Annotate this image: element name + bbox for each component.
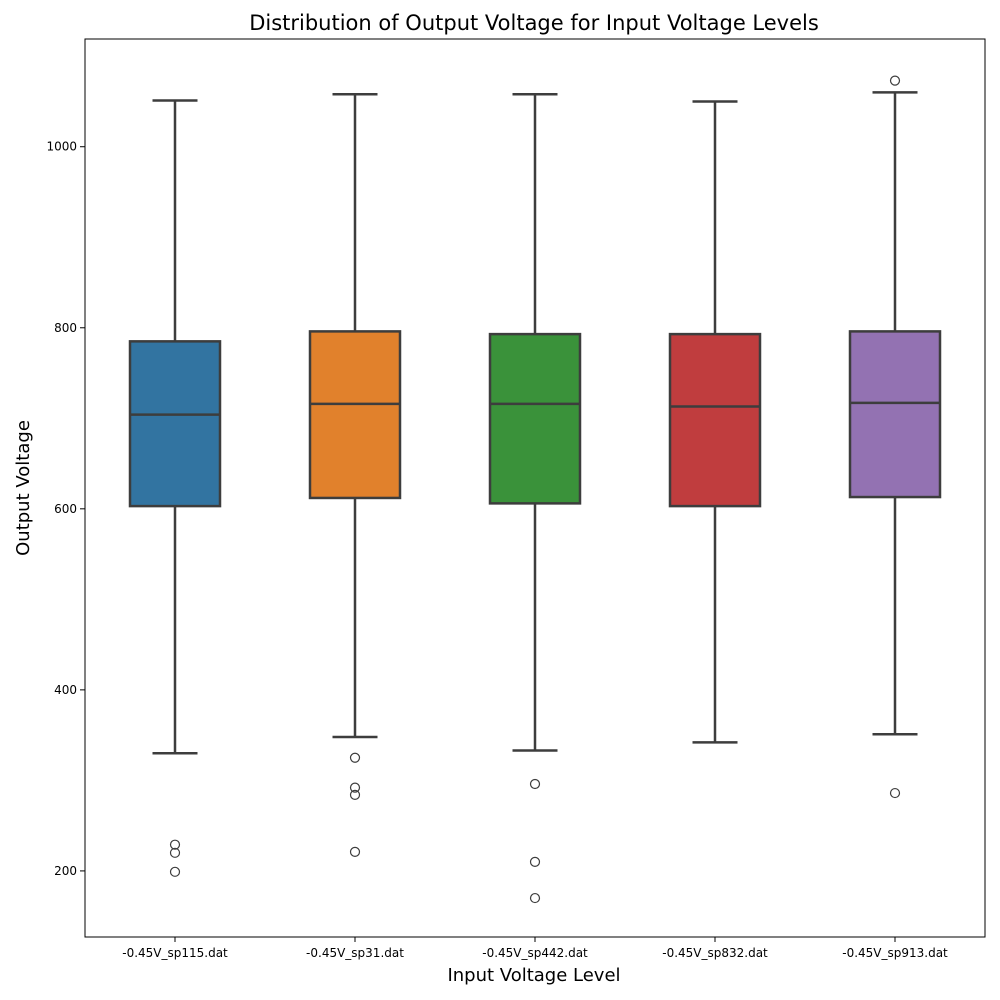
box-iqr — [848, 330, 942, 499]
y-tick-label: 800 — [54, 321, 77, 335]
x-tick-label: -0.45V_sp115.dat — [122, 946, 228, 960]
y-tick-label: 200 — [54, 864, 77, 878]
box-iqr — [488, 332, 582, 505]
box-iqr — [308, 330, 402, 500]
box-iqr — [128, 340, 222, 508]
box-iqr — [668, 332, 762, 508]
plot-area: 200 400 600 800 1000 -0.45V_sp115.dat -0.45V_s… — [46, 75, 948, 960]
outlier-point — [169, 839, 181, 850]
y-tick-label: 400 — [54, 683, 77, 697]
outlier-point — [529, 778, 541, 790]
outlier-point — [349, 752, 361, 763]
x-tick-label: -0.45V_sp31.dat — [306, 946, 404, 960]
outlier-point — [529, 856, 541, 867]
plot-frame — [84, 38, 986, 938]
x-axis-title: Input Voltage Level — [447, 965, 620, 986]
y-tick-label: 1000 — [46, 140, 77, 154]
chart-title: Distribution of Output Voltage for Input… — [249, 11, 819, 35]
y-axis-title: Output Voltage — [13, 420, 34, 556]
outlier-point — [349, 789, 361, 800]
outlier-point — [169, 847, 181, 858]
x-tick-label: -0.45V_sp832.dat — [662, 946, 768, 960]
outlier-point — [889, 787, 901, 799]
x-tick-label: -0.45V_sp442.dat — [482, 946, 588, 960]
outlier-point — [889, 75, 901, 86]
outlier-point — [349, 782, 361, 793]
y-tick-label: 600 — [54, 502, 77, 516]
outlier-point — [169, 866, 181, 877]
outlier-point — [349, 846, 361, 858]
outlier-point — [529, 892, 541, 904]
x-tick-label: -0.45V_sp913.dat — [842, 946, 948, 960]
